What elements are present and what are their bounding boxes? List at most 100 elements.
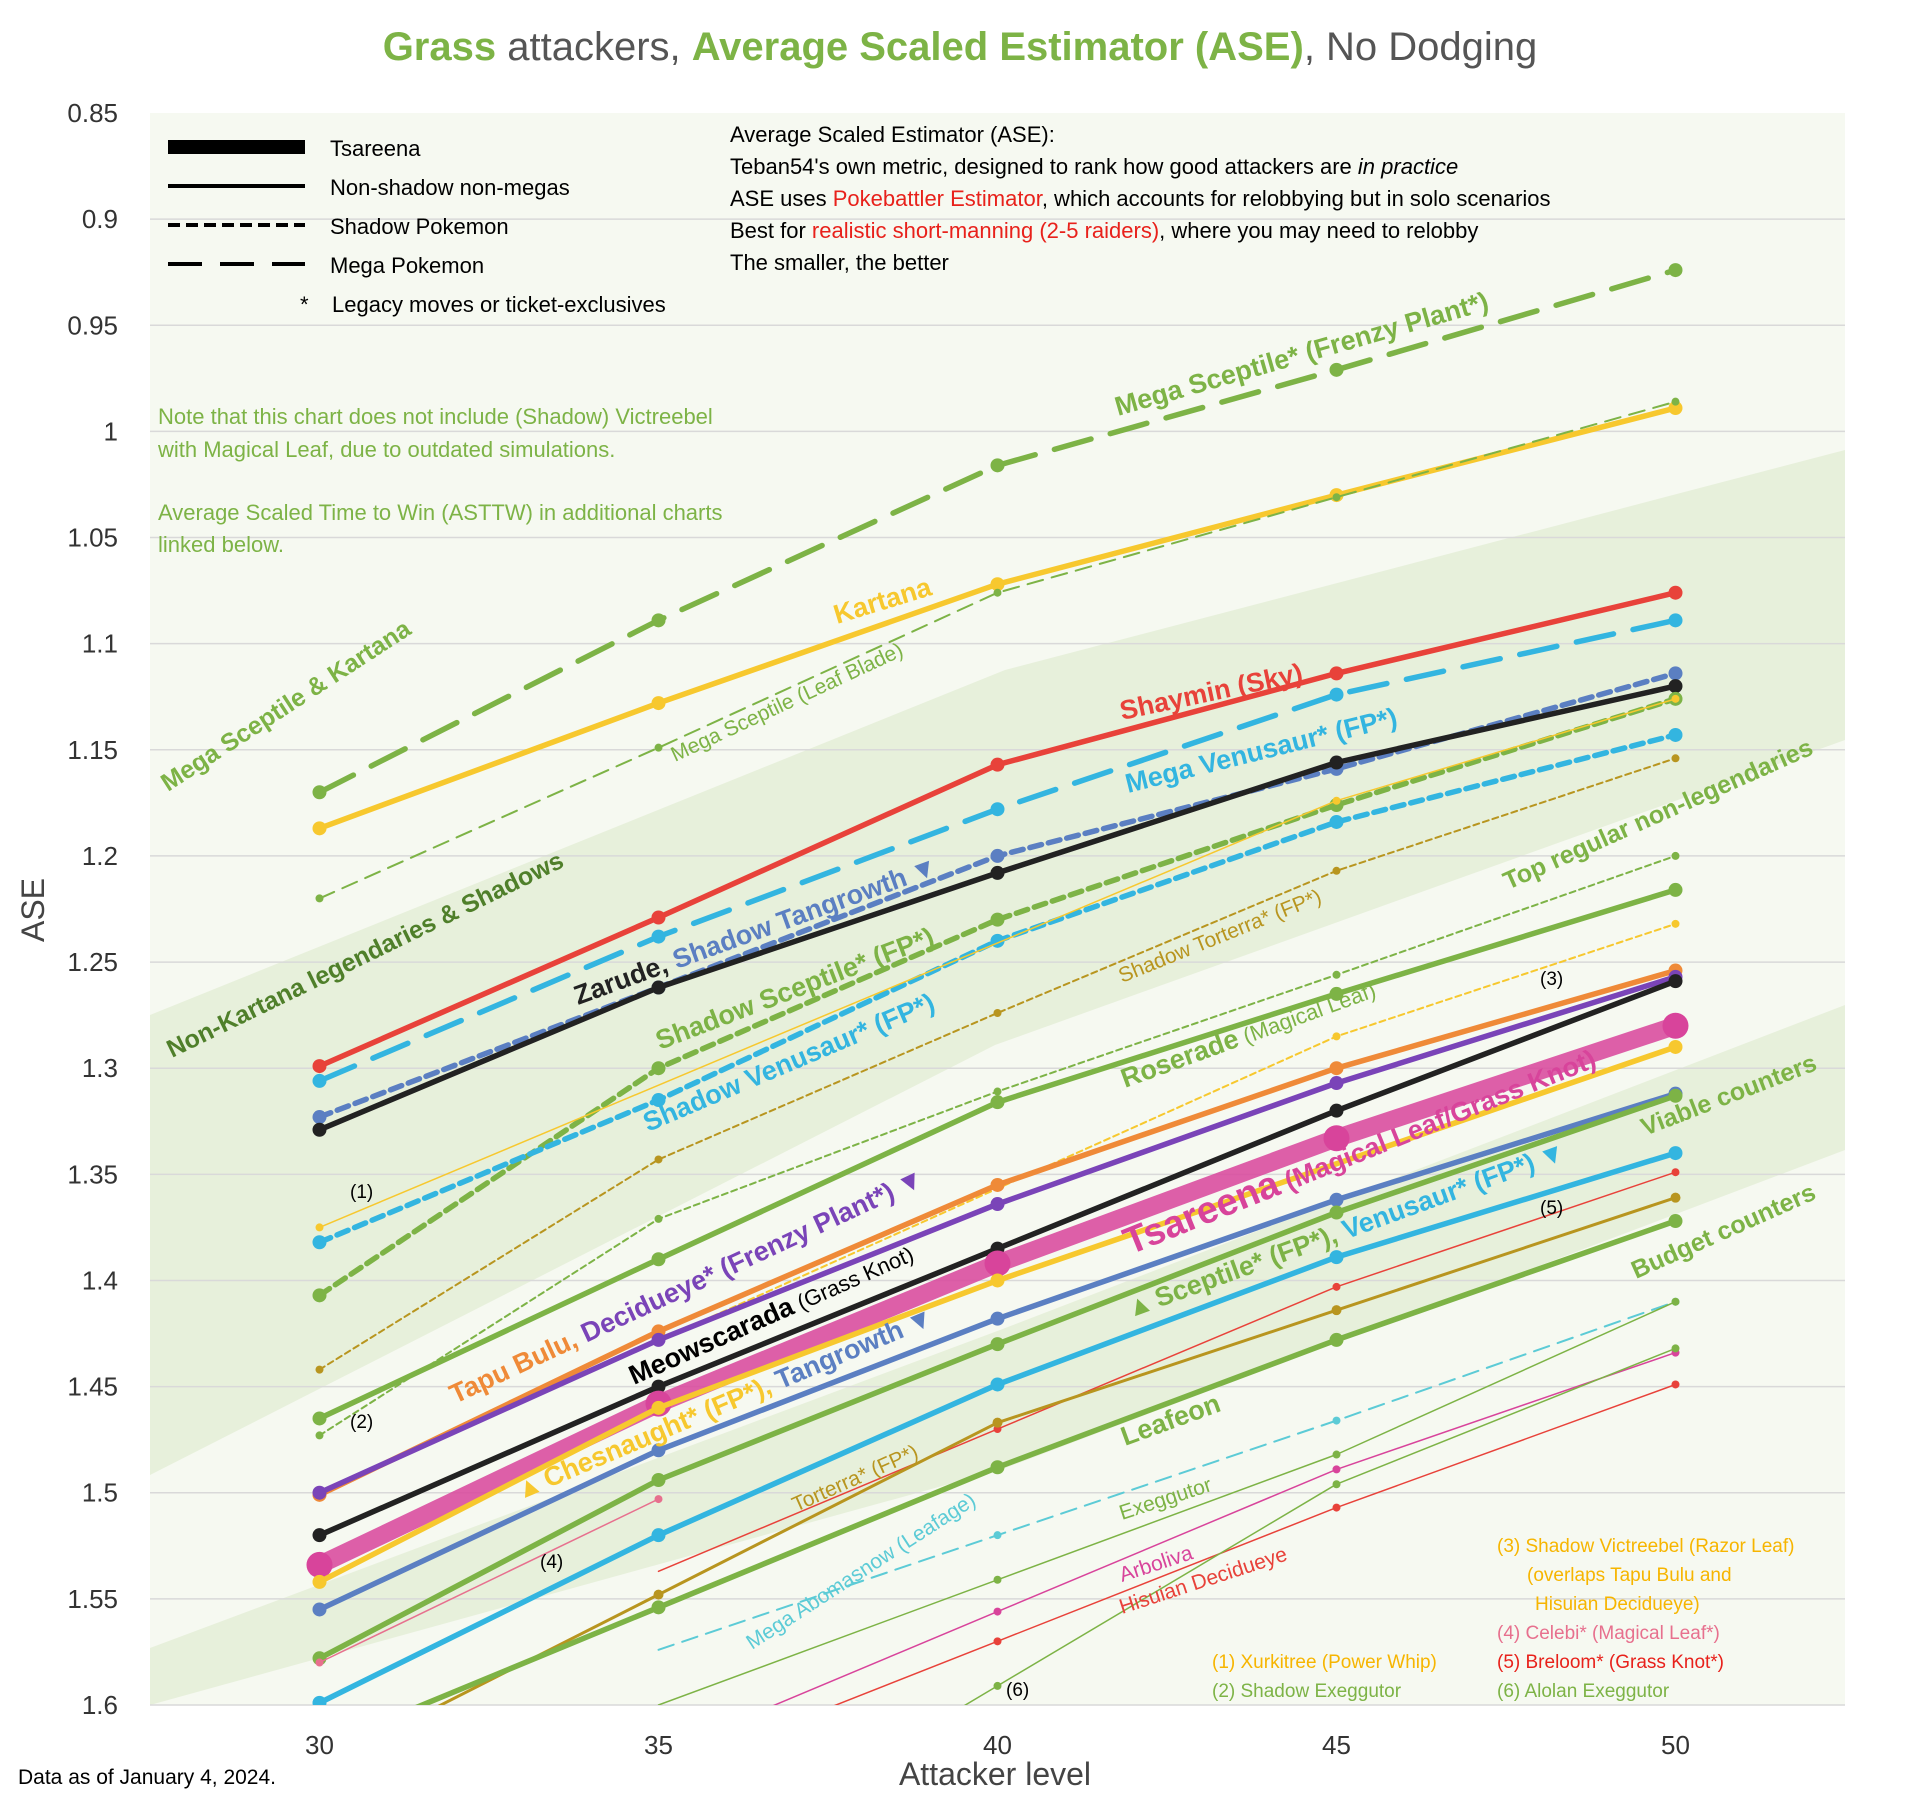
info-box: Average Scaled Estimator (ASE): Teban54'… <box>730 122 1551 275</box>
data-point <box>315 1431 324 1440</box>
y-tick-label: 1.35 <box>67 1159 118 1189</box>
data-point <box>1329 1076 1344 1091</box>
data-point <box>993 1681 1002 1690</box>
data-point <box>1329 755 1344 770</box>
data-point <box>312 1110 327 1125</box>
data-point <box>654 1214 663 1223</box>
series-line <box>833 1383 1677 1705</box>
data-point <box>990 865 1005 880</box>
data-point <box>651 1332 666 1347</box>
data-point <box>1670 1192 1681 1203</box>
data-point <box>1332 1416 1341 1425</box>
series-line <box>318 400 1677 900</box>
footnote-markers: (1) (2) (3) (4) (5) (6) <box>350 969 1563 1701</box>
data-point <box>993 1087 1002 1096</box>
svg-text:Average Scaled Estimator (ASE): Average Scaled Estimator (ASE): <box>730 122 1055 147</box>
data-point <box>993 588 1002 597</box>
data-point <box>312 1288 327 1303</box>
svg-text:Best for realistic short-manni: Best for realistic short-manning (2-5 ra… <box>730 218 1478 243</box>
legend-shadow: Shadow Pokemon <box>330 214 509 239</box>
chart-note: Note that this chart does not include (S… <box>157 404 722 557</box>
data-point <box>993 1009 1002 1018</box>
series-line <box>657 1300 1677 1651</box>
data-point <box>1332 866 1341 875</box>
x-tick-label: 50 <box>1661 1730 1690 1760</box>
legend-star: * <box>300 292 309 317</box>
data-point <box>1671 1297 1680 1306</box>
data-point <box>1329 687 1344 702</box>
y-tick-label: 1 <box>104 416 118 446</box>
series-9 <box>315 694 1680 1232</box>
svg-text:linked below.: linked below. <box>158 532 284 557</box>
series-line <box>318 1498 660 1664</box>
data-point <box>990 802 1005 817</box>
legend-regular: Non-shadow non-megas <box>330 175 570 200</box>
y-tick-label: 1.5 <box>82 1478 118 1508</box>
data-point <box>651 1093 666 1108</box>
data-point <box>1329 666 1344 681</box>
legend: Tsareena Non-shadow non-megas Shadow Pok… <box>168 136 666 317</box>
data-point <box>651 1528 666 1543</box>
data-point <box>1329 986 1344 1001</box>
marker-4: (4) <box>540 1552 563 1573</box>
data-point <box>990 1177 1005 1192</box>
data-point <box>1329 1205 1344 1220</box>
data-point <box>1329 1250 1344 1265</box>
svg-text:with Magical Leaf, due to outd: with Magical Leaf, due to outdated simul… <box>157 437 615 462</box>
svg-text:ASE uses Pokebattler Estimator: ASE uses Pokebattler Estimator, which ac… <box>730 186 1551 211</box>
y-tick-label: 1.55 <box>67 1584 118 1614</box>
data-point <box>306 1551 333 1578</box>
data-point <box>1332 1503 1341 1512</box>
data-point <box>651 1400 666 1415</box>
series-27 <box>657 1297 1680 1705</box>
data-point <box>1668 613 1683 628</box>
data-point <box>312 1528 327 1543</box>
series-18 <box>312 1039 1683 1589</box>
y-tick-label: 1.15 <box>67 735 118 765</box>
series-29 <box>833 1380 1680 1705</box>
data-point <box>651 1379 666 1394</box>
data-point <box>1671 694 1680 703</box>
data-point <box>990 757 1005 772</box>
data-point <box>312 1059 327 1074</box>
series-21 <box>315 1495 663 1667</box>
data-point <box>312 821 327 836</box>
data-point <box>993 1637 1002 1646</box>
data-point <box>1668 585 1683 600</box>
svg-text:Note that this chart does not: Note that this chart does not include (S… <box>158 404 713 429</box>
svg-text:Average Scaled Time to Win (AS: Average Scaled Time to Win (ASTTW) in ad… <box>158 500 722 525</box>
y-tick-label: 1.1 <box>82 629 118 659</box>
data-point <box>1332 1032 1341 1041</box>
data-point <box>651 910 666 925</box>
data-point <box>1668 727 1683 742</box>
data-point <box>312 1485 327 1500</box>
data-point <box>990 912 1005 927</box>
series-22 <box>312 1146 1683 1705</box>
data-point <box>312 1695 327 1705</box>
data-point <box>992 1417 1003 1428</box>
series-line <box>318 757 1677 1371</box>
marker-5: (5) <box>1540 1198 1563 1219</box>
series-7 <box>312 691 1683 1303</box>
data-point <box>993 1575 1002 1584</box>
data-point <box>1668 263 1683 278</box>
series-line <box>316 1044 1679 1585</box>
data-point <box>993 1607 1002 1616</box>
data-point <box>1329 362 1344 377</box>
data-point <box>315 1658 324 1667</box>
data-point <box>312 1235 327 1250</box>
series-4 <box>312 613 1683 1088</box>
data-point <box>990 577 1005 592</box>
svg-text:Teban54's own metric, designed: Teban54's own metric, designed to rank h… <box>730 154 1458 179</box>
data-point <box>1329 1061 1344 1076</box>
data-point <box>1329 1332 1344 1347</box>
data-point <box>990 1337 1005 1352</box>
data-point <box>651 1443 666 1458</box>
data-point <box>1668 401 1683 416</box>
data-point <box>1668 1088 1683 1103</box>
series-16 <box>312 974 1683 1543</box>
data-point <box>312 1411 327 1426</box>
svg-text:The smaller, the better: The smaller, the better <box>730 250 949 275</box>
series-10 <box>315 754 1680 1374</box>
data-point <box>993 1531 1002 1540</box>
